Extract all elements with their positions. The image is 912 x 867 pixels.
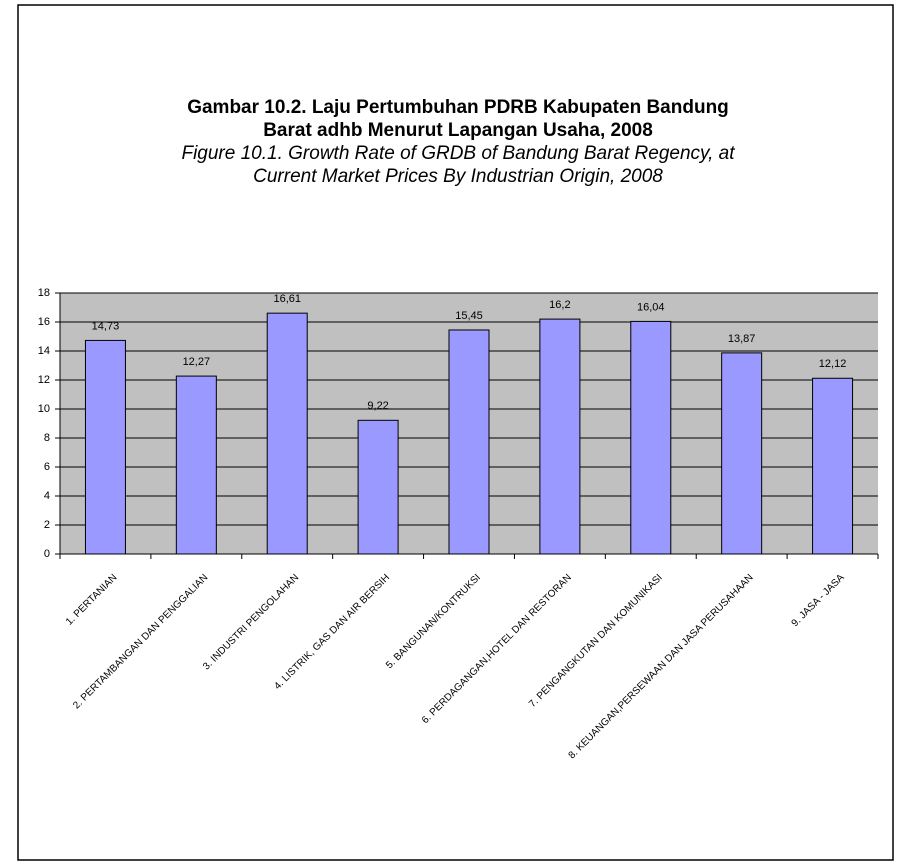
y-tick-label: 4 — [44, 490, 50, 502]
value-label: 16,2 — [549, 299, 570, 311]
chart-subtitle: Figure 10.1. Growth Rate of GRDB of Band… — [181, 143, 735, 164]
y-tick-label: 0 — [44, 548, 50, 560]
bar — [812, 377, 854, 555]
y-tick-label: 2 — [44, 519, 50, 531]
bar — [175, 375, 217, 555]
bar — [357, 419, 399, 555]
chart-subtitle: Current Market Prices By Industrian Orig… — [253, 166, 663, 187]
bar — [721, 352, 763, 555]
bar — [539, 318, 581, 555]
value-label: 12,27 — [183, 356, 211, 368]
y-tick-label: 14 — [38, 345, 50, 357]
value-label: 13,87 — [728, 333, 756, 345]
bar — [448, 329, 490, 555]
chart-title: Barat adhb Menurut Lapangan Usaha, 2008 — [263, 120, 653, 141]
value-label: 12,12 — [819, 358, 847, 370]
bar — [84, 339, 126, 555]
bar — [266, 312, 308, 555]
y-tick-label: 10 — [38, 403, 50, 415]
y-tick-label: 12 — [38, 374, 50, 386]
value-label: 15,45 — [455, 310, 483, 322]
value-label: 9,22 — [367, 400, 388, 412]
chart-title: Gambar 10.2. Laju Pertumbuhan PDRB Kabup… — [187, 97, 729, 118]
value-label: 14,73 — [92, 320, 120, 332]
bar — [630, 320, 672, 555]
y-tick-label: 8 — [44, 432, 50, 444]
value-label: 16,61 — [273, 293, 301, 305]
y-tick-label: 18 — [38, 287, 50, 299]
value-label: 16,04 — [637, 301, 665, 313]
y-tick-label: 16 — [38, 316, 50, 328]
y-tick-label: 6 — [44, 461, 50, 473]
